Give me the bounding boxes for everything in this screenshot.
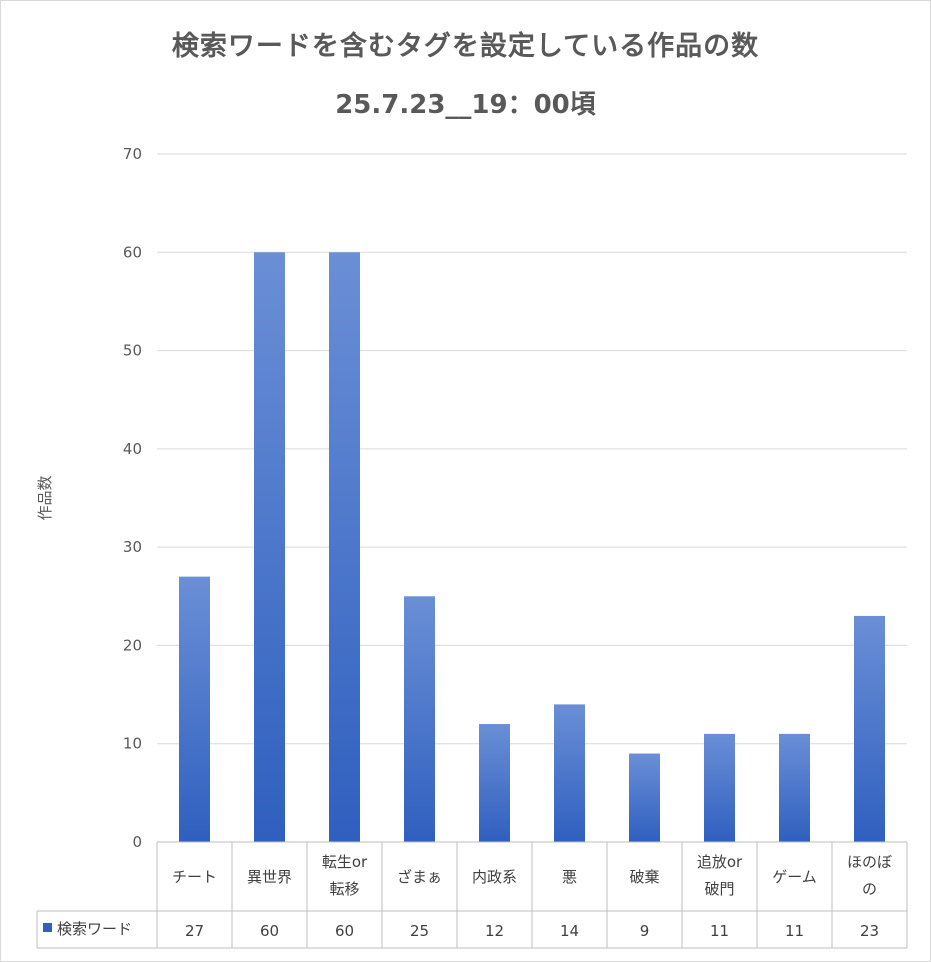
category-label: ざまぁ <box>397 868 442 886</box>
bar <box>629 753 660 842</box>
data-label: 23 <box>860 922 879 940</box>
chart-title: 検索ワードを含むタグを設定している作品の数 <box>171 31 760 62</box>
category-label: 転生or 転移 <box>322 853 368 898</box>
data-label: 12 <box>485 922 504 940</box>
y-tick-label: 60 <box>123 243 142 261</box>
y-tick-label: 0 <box>132 833 142 851</box>
data-label: 25 <box>410 922 429 940</box>
data-label: 11 <box>785 922 804 940</box>
bar <box>329 252 360 843</box>
data-label: 27 <box>185 922 204 940</box>
category-label: ゲーム <box>772 868 817 886</box>
category-label: 破棄 <box>629 868 659 886</box>
bar <box>404 596 435 842</box>
category-label: 悪 <box>562 868 577 886</box>
bar <box>704 733 735 842</box>
bar <box>254 252 285 843</box>
y-axis-ticks: 0 10 20 30 40 50 60 70 <box>123 145 142 851</box>
category-label: 異世界 <box>247 868 292 886</box>
category-label: ほのぼの <box>847 853 892 898</box>
data-label: 60 <box>260 922 279 940</box>
data-label: 14 <box>560 922 579 940</box>
bar <box>479 724 510 842</box>
chart-subtitle: 25.7.23__19：00頃 <box>335 90 596 120</box>
data-label: 9 <box>640 922 650 940</box>
category-label: チート <box>172 868 217 886</box>
data-label: 11 <box>710 922 729 940</box>
category-label: 内政系 <box>472 868 517 886</box>
y-tick-label: 50 <box>123 342 142 360</box>
data-label: 60 <box>335 922 354 940</box>
category-label: 追放or 破門 <box>697 853 743 898</box>
y-tick-label: 40 <box>123 440 142 458</box>
legend-label: 検索ワード <box>57 920 132 938</box>
bar <box>554 704 585 842</box>
y-tick-label: 10 <box>123 735 142 753</box>
legend-swatch <box>43 923 52 932</box>
y-tick-label: 20 <box>123 636 142 654</box>
y-axis-label: 作品数 <box>36 475 54 520</box>
y-tick-label: 70 <box>123 145 142 163</box>
bar <box>779 733 810 842</box>
bar <box>854 615 885 842</box>
bars <box>179 252 885 843</box>
y-tick-label: 30 <box>123 538 142 556</box>
bar <box>179 576 210 842</box>
